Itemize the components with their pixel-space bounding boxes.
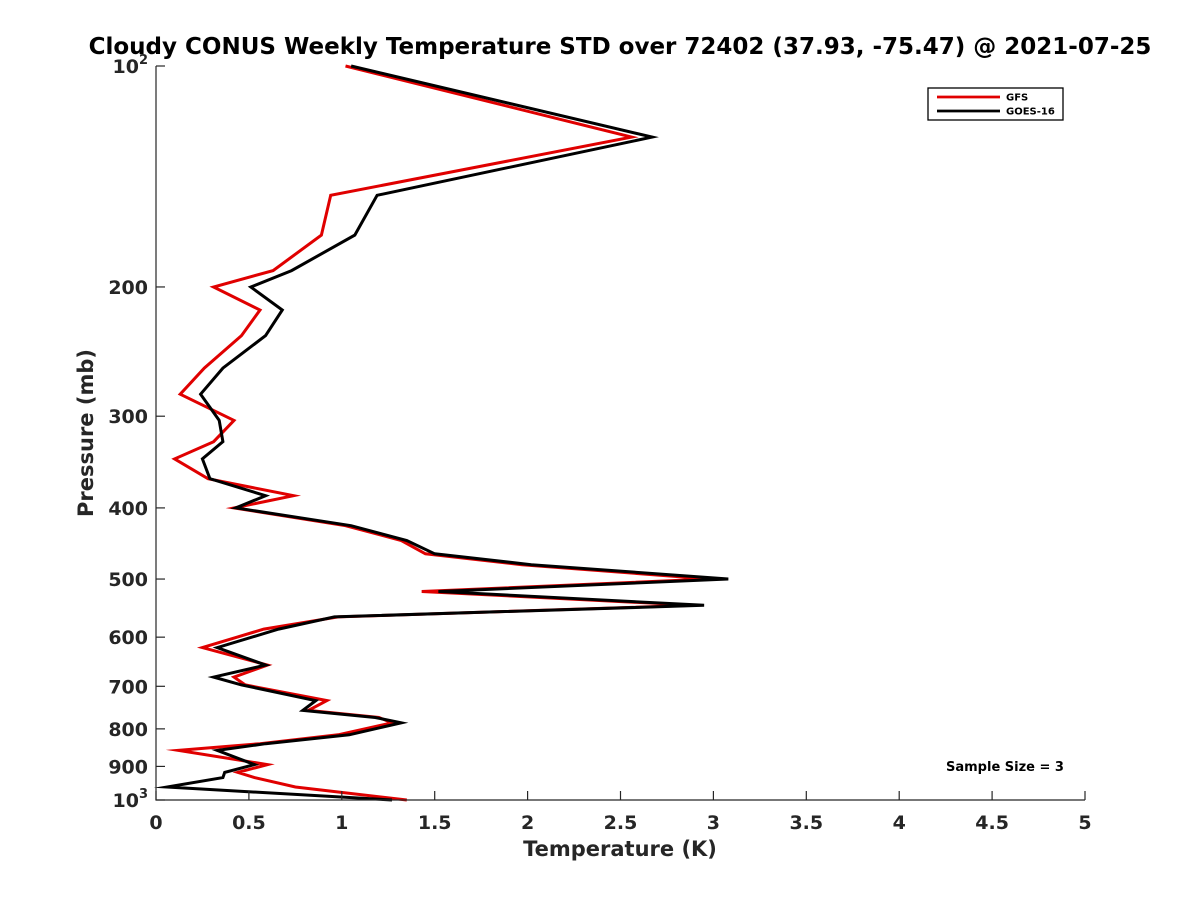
legend-label-gfs: GFS bbox=[1006, 93, 1028, 104]
series-line-goes16 bbox=[153, 64, 729, 802]
legend: GFS GOES-16 bbox=[927, 87, 1064, 121]
series-line-gfs bbox=[165, 64, 710, 802]
x-tick-label: 3 bbox=[707, 812, 720, 834]
x-tick-label: 2.5 bbox=[604, 812, 638, 834]
y-axis-label: Pressure (mb) bbox=[74, 349, 98, 517]
x-tick-label: 3.5 bbox=[789, 812, 823, 834]
y-tick-label: 800 bbox=[108, 719, 148, 741]
y-tick-label: 900 bbox=[108, 756, 148, 778]
sample-size-annotation: Sample Size = 3 bbox=[946, 760, 1064, 775]
y-tick-label: 200 bbox=[108, 277, 148, 299]
x-tick-label: 1 bbox=[335, 812, 348, 834]
x-tick-label: 0 bbox=[149, 812, 162, 834]
plot-area: 0 0.5 1 1.5 2 2.5 3 3.5 4 4.5 5 102 200 300 400 500 600… bbox=[108, 53, 1091, 834]
x-tick-label: 4.5 bbox=[975, 812, 1009, 834]
x-tick-label: 1.5 bbox=[418, 812, 452, 834]
x-tick-label: 5 bbox=[1078, 812, 1091, 834]
y-tick-label: 600 bbox=[108, 627, 148, 649]
x-axis-label: Temperature (K) bbox=[523, 837, 717, 861]
x-tick-label: 4 bbox=[893, 812, 906, 834]
y-tick-label: 400 bbox=[108, 498, 148, 520]
y-tick-label: 102 bbox=[113, 53, 149, 78]
y-tick-label: 500 bbox=[108, 569, 148, 591]
x-tick-label: 2 bbox=[521, 812, 534, 834]
series-layer bbox=[153, 64, 729, 802]
chart-title: Cloudy CONUS Weekly Temperature STD over… bbox=[89, 34, 1152, 60]
x-tick-label: 0.5 bbox=[232, 812, 266, 834]
legend-label-goes16: GOES-16 bbox=[1006, 107, 1055, 118]
y-tick-label: 300 bbox=[108, 406, 148, 428]
y-tick-label: 103 bbox=[113, 787, 149, 812]
y-tick-label: 700 bbox=[108, 676, 148, 698]
legend-box bbox=[927, 87, 1064, 121]
x-ticks: 0 0.5 1 1.5 2 2.5 3 3.5 4 4.5 5 bbox=[149, 791, 1092, 834]
axis-frame bbox=[155, 66, 1085, 801]
y-ticks: 102 200 300 400 500 600 700 800 900 103 bbox=[108, 53, 165, 812]
